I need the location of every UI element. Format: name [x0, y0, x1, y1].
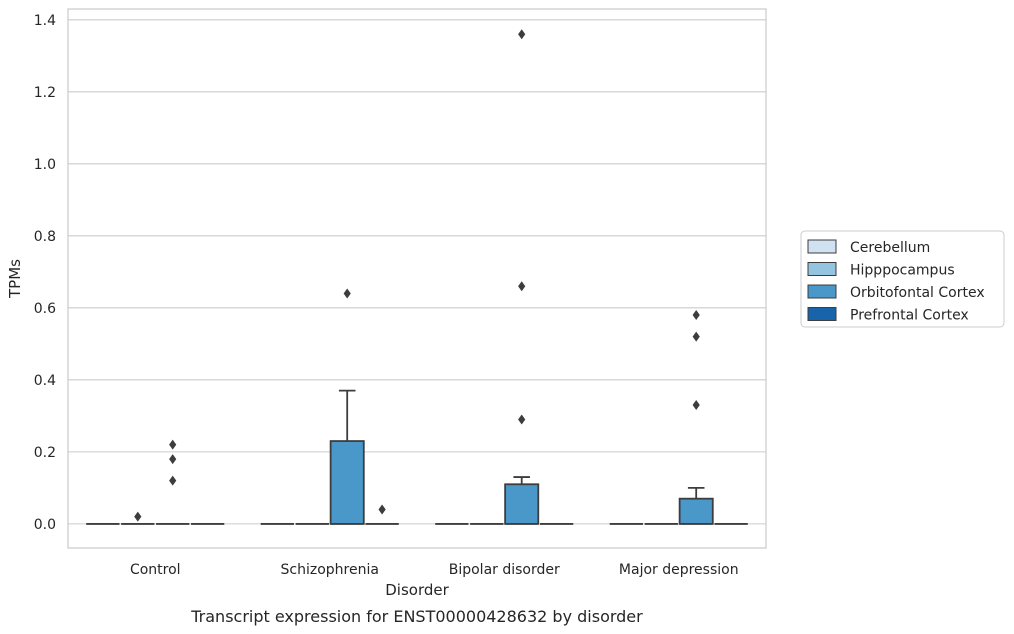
- y-tick-label: 1.4: [34, 13, 56, 29]
- box-groups: [86, 29, 748, 525]
- y-tick-label: 0.2: [34, 445, 56, 461]
- x-tick-label: Control: [130, 562, 181, 578]
- x-tick-label: Bipolar disorder: [449, 562, 560, 578]
- box-plot: [121, 511, 155, 525]
- x-tick-label: Major depression: [619, 562, 739, 578]
- outlier-point: [169, 439, 177, 450]
- box-plot: [365, 504, 399, 525]
- legend-label: Cerebellum: [850, 240, 930, 256]
- chart-caption: Transcript expression for ENST0000042863…: [190, 607, 643, 626]
- x-tick-label: Schizophrenia: [281, 562, 379, 578]
- plot-frame: [67, 8, 767, 549]
- box-plot: [678, 310, 714, 525]
- outlier-point: [518, 29, 526, 40]
- outlier-point: [518, 281, 526, 292]
- legend: Cerebellum Hipppocampus Orbitofontal Corte…: [800, 230, 1005, 328]
- x-tick-labels: Control Schizophrenia Bipolar disorder Majo…: [130, 562, 739, 578]
- legend-label: Prefrontal Cortex: [850, 308, 969, 324]
- y-tick-label: 1.2: [34, 85, 56, 101]
- outlier-point: [134, 511, 142, 522]
- legend-swatch: [807, 262, 837, 276]
- legend-label: Hipppocampus: [850, 263, 955, 279]
- y-tick-label: 0.0: [34, 517, 56, 533]
- outlier-point: [692, 310, 700, 321]
- outlier-point: [169, 454, 177, 465]
- box-plot: [156, 439, 190, 525]
- legend-label: Orbitofontal Cortex: [850, 285, 985, 301]
- box: [329, 440, 365, 525]
- box-plot: [329, 288, 365, 525]
- outlier-point: [518, 414, 526, 425]
- y-axis-label: TPMs: [6, 259, 24, 299]
- y-tick-label: 0.8: [34, 229, 56, 245]
- legend-swatch: [807, 307, 837, 321]
- outlier-point: [378, 504, 386, 515]
- x-axis-label: Disorder: [385, 581, 449, 599]
- legend-swatch: [807, 284, 837, 299]
- outlier-point: [692, 331, 700, 342]
- outlier-point: [692, 400, 700, 411]
- outlier-point: [343, 288, 351, 299]
- box: [504, 483, 540, 525]
- box: [678, 497, 714, 525]
- y-tick-label: 0.4: [34, 373, 56, 389]
- y-tick-labels: 0.0 0.2 0.4 0.6 0.8 1.0 1.2 1.4: [34, 13, 56, 533]
- box-plot: [504, 29, 540, 525]
- y-tick-label: 0.6: [34, 301, 56, 317]
- legend-frame: [800, 230, 1005, 328]
- legend-swatch: [807, 239, 837, 254]
- y-tick-label: 1.0: [34, 157, 56, 173]
- outlier-point: [169, 475, 177, 486]
